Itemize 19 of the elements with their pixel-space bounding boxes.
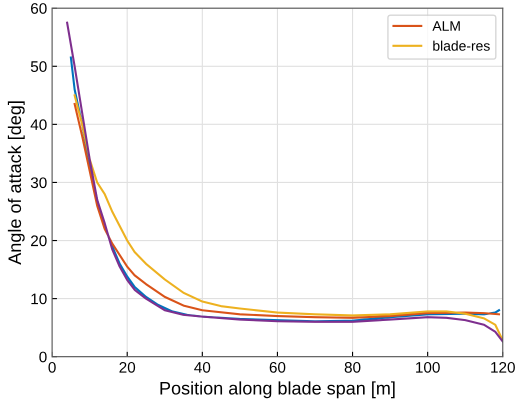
x-tick-label: 100 — [416, 362, 440, 373]
x-tick-label: 40 — [194, 362, 210, 373]
y-tick-label: 20 — [31, 235, 47, 246]
y-tick-label: 0 — [39, 352, 47, 362]
y-tick-label: 40 — [30, 119, 47, 130]
x-tick-label: 20 — [119, 362, 136, 373]
x-tick-label: 120 — [491, 362, 515, 373]
y-tick-label: 50 — [30, 61, 47, 72]
x-tick-label: 0 — [48, 362, 56, 373]
legend-label: ALM — [432, 21, 460, 31]
x-tick-label: 80 — [344, 362, 360, 373]
y-tick-label: 30 — [30, 177, 47, 188]
x-axis-title: Position along blade span [m] — [160, 381, 395, 398]
line-series — [66, 22, 503, 343]
y-tick-label: 10 — [31, 293, 47, 304]
x-tick-label: 60 — [270, 362, 286, 373]
y-axis-title: Angle of attack [deg] — [8, 101, 25, 265]
y-tick-label: 60 — [31, 3, 47, 14]
legend-label: blade-res — [433, 40, 490, 51]
